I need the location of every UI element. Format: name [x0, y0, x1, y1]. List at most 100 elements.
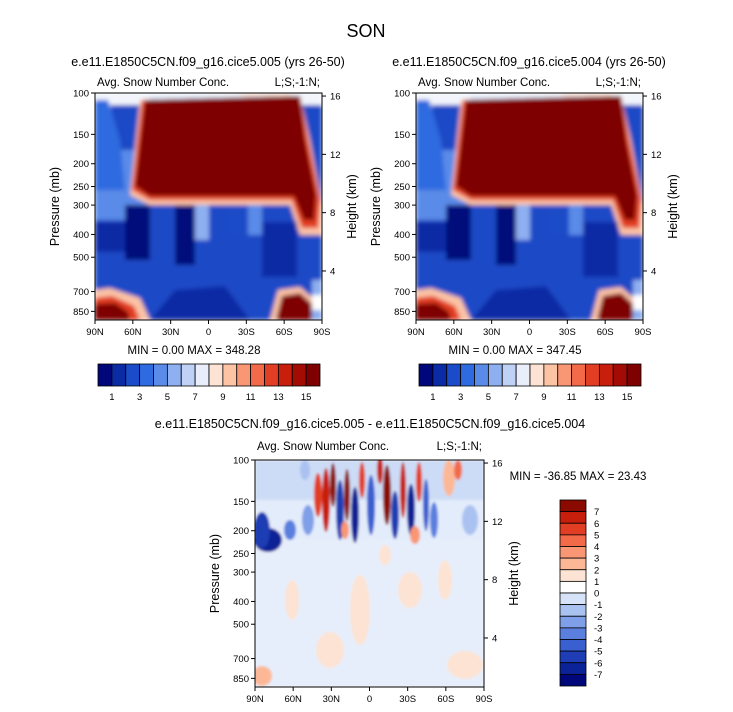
variable-label: Avg. Snow Number Conc. [97, 77, 229, 89]
colorbar-swatch [559, 627, 587, 640]
y2-tick-label: 16 [492, 459, 503, 470]
panel-left: e.e11.E1850C5CN.f09_g16.cice5.005 (yrs 2… [48, 55, 359, 403]
y-tick-label: 300 [233, 568, 249, 579]
colorbar-swatch [559, 673, 587, 687]
colorbar-label: 13 [594, 392, 605, 403]
y-tick-label: 150 [233, 497, 249, 508]
colorbar-swatch [559, 650, 587, 664]
panel-title: e.e11.E1850C5CN.f09_g16.cice5.005 (yrs 2… [71, 55, 345, 69]
colorbar-swatch [612, 363, 628, 387]
panel-title: e.e11.E1850C5CN.f09_g16.cice5.005 - e.e1… [155, 417, 585, 431]
colorbar-swatch [487, 363, 503, 387]
colorbar-label: 15 [301, 392, 312, 403]
colorbar-label: -1 [594, 600, 602, 611]
colorbar-swatch [515, 363, 531, 387]
colorbar-label: 7 [192, 392, 197, 403]
colorbar-label: -5 [594, 647, 602, 658]
colorbar-swatch [559, 557, 587, 571]
y2-tick-label: 16 [651, 92, 662, 103]
colorbar-label: 9 [220, 392, 225, 403]
y-tick-label: 200 [394, 159, 410, 170]
colorbar-swatch [598, 363, 614, 387]
colorbar-swatch [529, 363, 545, 387]
y-tick-label: 300 [73, 201, 89, 212]
panel-right: e.e11.E1850C5CN.f09_g16.cice5.004 (yrs 2… [369, 55, 680, 403]
colorbar-swatch [208, 363, 224, 387]
colorbar-label: 5 [165, 392, 170, 403]
y2-tick-label: 12 [651, 150, 662, 161]
panel-title: e.e11.E1850C5CN.f09_g16.cice5.004 (yrs 2… [392, 55, 666, 69]
x-tick-label: 90N [246, 694, 264, 705]
y-tick-label: 200 [233, 526, 249, 537]
colorbar-label: 6 [594, 519, 599, 530]
colorbar-label: 0 [594, 589, 599, 600]
colorbar-label: 3 [594, 554, 599, 565]
heatmap-field [95, 93, 322, 320]
x-tick-label: 90S [314, 327, 331, 338]
x-tick-label: 30N [483, 327, 501, 338]
panel-diff: e.e11.E1850C5CN.f09_g16.cice5.005 - e.e1… [155, 417, 647, 705]
colorbar-swatch [236, 363, 252, 387]
y-tick-label: 850 [394, 307, 410, 318]
x-tick-label: 60S [276, 327, 293, 338]
colorbar-label: 7 [513, 392, 518, 403]
y-tick-label: 100 [73, 89, 89, 100]
y2-tick-label: 4 [651, 266, 656, 277]
colorbar-swatch [559, 511, 587, 524]
y-tick-label: 700 [73, 287, 89, 298]
y-axis-title: Pressure (mb) [208, 534, 222, 613]
x-tick-label: 30N [162, 327, 180, 338]
colorbar-swatch [501, 363, 517, 387]
y-tick-label: 500 [233, 620, 249, 631]
variable-label: Avg. Snow Number Conc. [418, 77, 550, 89]
x-tick-label: 30S [399, 694, 416, 705]
colorbar-swatch [180, 363, 196, 387]
colorbar-label: 1 [594, 577, 599, 588]
colorbar-swatch [571, 363, 586, 387]
y-tick-label: 150 [73, 130, 89, 141]
heatmap-field [416, 93, 643, 320]
colorbar-swatch [559, 534, 587, 547]
colorbar-swatch [97, 363, 113, 387]
colorbar-label: 2 [594, 565, 599, 576]
colorbar-label: 7 [594, 507, 599, 518]
y-tick-label: 400 [394, 230, 410, 241]
colorbar-swatch [460, 363, 475, 387]
x-tick-label: 60S [597, 327, 614, 338]
y-tick-label: 500 [73, 253, 89, 264]
y-tick-label: 250 [233, 549, 249, 560]
colorbar-swatch [305, 363, 321, 387]
colorbar-label: 15 [622, 392, 633, 403]
colorbar-label: 13 [273, 392, 284, 403]
x-tick-label: 0 [527, 327, 532, 338]
colorbar-label: 11 [246, 392, 256, 403]
colorbar-label: 11 [567, 392, 577, 403]
colorbar-swatch [626, 363, 642, 387]
x-tick-label: 60N [124, 327, 142, 338]
colorbar-swatch [559, 615, 587, 629]
y-tick-label: 700 [233, 654, 249, 665]
colorbar-swatch [559, 662, 587, 675]
colorbar-swatch [264, 363, 279, 387]
colorbar-swatch [166, 363, 182, 387]
x-tick-label: 90S [635, 327, 652, 338]
y-tick-label: 100 [233, 456, 249, 467]
colorbar-swatch [139, 363, 154, 387]
x-tick-label: 90N [407, 327, 425, 338]
x-tick-label: 60N [445, 327, 463, 338]
colorbar-swatch [543, 363, 559, 387]
colorbar-label: 4 [594, 542, 599, 553]
y-tick-label: 850 [233, 674, 249, 685]
colorbar-label: 3 [137, 392, 142, 403]
colorbar-swatch [559, 546, 587, 559]
y-tick-label: 850 [73, 307, 89, 318]
stats-label: MIN = -36.85 MAX = 23.43 [510, 471, 647, 483]
colorbar-label: 1 [109, 392, 114, 403]
y-tick-label: 250 [394, 182, 410, 193]
y-tick-label: 150 [394, 130, 410, 141]
colorbar-swatch [125, 363, 141, 387]
colorbar-label: -7 [594, 670, 602, 681]
x-tick-label: 60N [284, 694, 302, 705]
colorbar-swatch [557, 363, 573, 387]
